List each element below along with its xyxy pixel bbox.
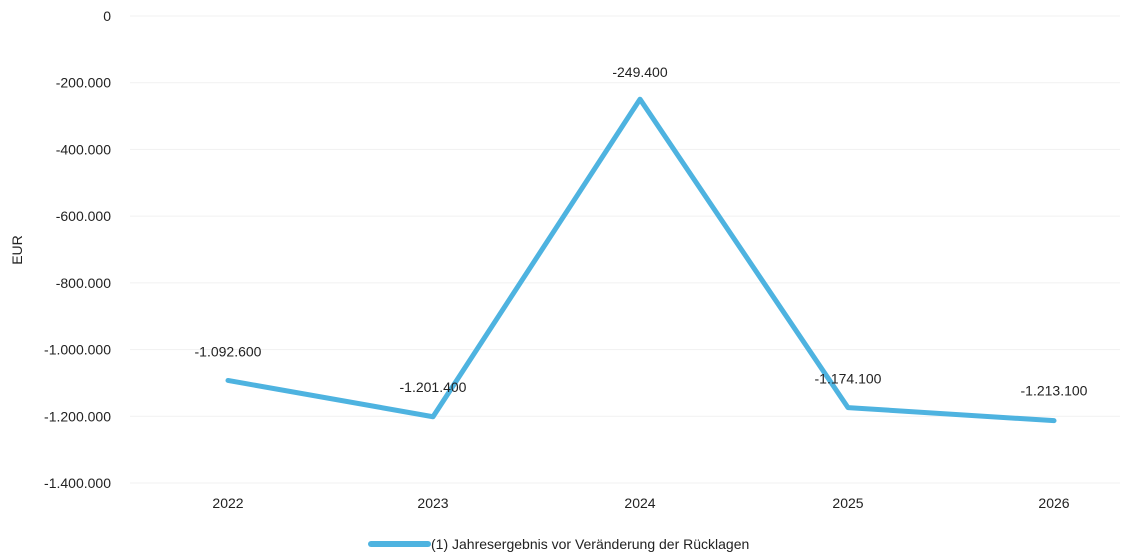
y-tick-label: -600.000 [56,208,111,224]
y-tick-label: -800.000 [56,275,111,291]
y-tick-label: -1.400.000 [44,475,111,491]
y-tick-label: -1.000.000 [44,342,111,358]
y-axis-title: EUR [9,235,25,265]
y-tick-label: -400.000 [56,141,111,157]
x-tick-label: 2022 [212,495,243,511]
series-line [225,96,1057,424]
data-label: -1.174.100 [815,371,882,387]
legend: (1) Jahresergebnis vor Veränderung der R… [368,536,749,552]
data-label: -249.400 [612,64,667,80]
series-group [225,96,1057,424]
x-axis-ticks: 2022 2023 2024 2025 2026 [212,495,1069,511]
x-tick-label: 2026 [1038,495,1069,511]
x-tick-label: 2023 [417,495,448,511]
legend-label: (1) Jahresergebnis vor Veränderung der R… [431,536,749,552]
y-tick-label: 0 [103,8,111,24]
x-tick-label: 2024 [624,495,655,511]
y-tick-label: -200.000 [56,75,111,91]
data-label: -1.092.600 [195,343,262,359]
data-labels: -1.092.600 -1.201.400 -249.400 -1.174.100 -1… [195,64,1088,398]
data-label: -1.213.100 [1021,383,1088,399]
y-axis-ticks: 0 -200.000 -400.000 -600.000 -800.000 -1.000.… [44,8,111,491]
y-tick-label: -1.200.000 [44,408,111,424]
x-tick-label: 2025 [832,495,863,511]
data-label: -1.201.400 [400,379,467,395]
grid-lines [130,15,1120,484]
